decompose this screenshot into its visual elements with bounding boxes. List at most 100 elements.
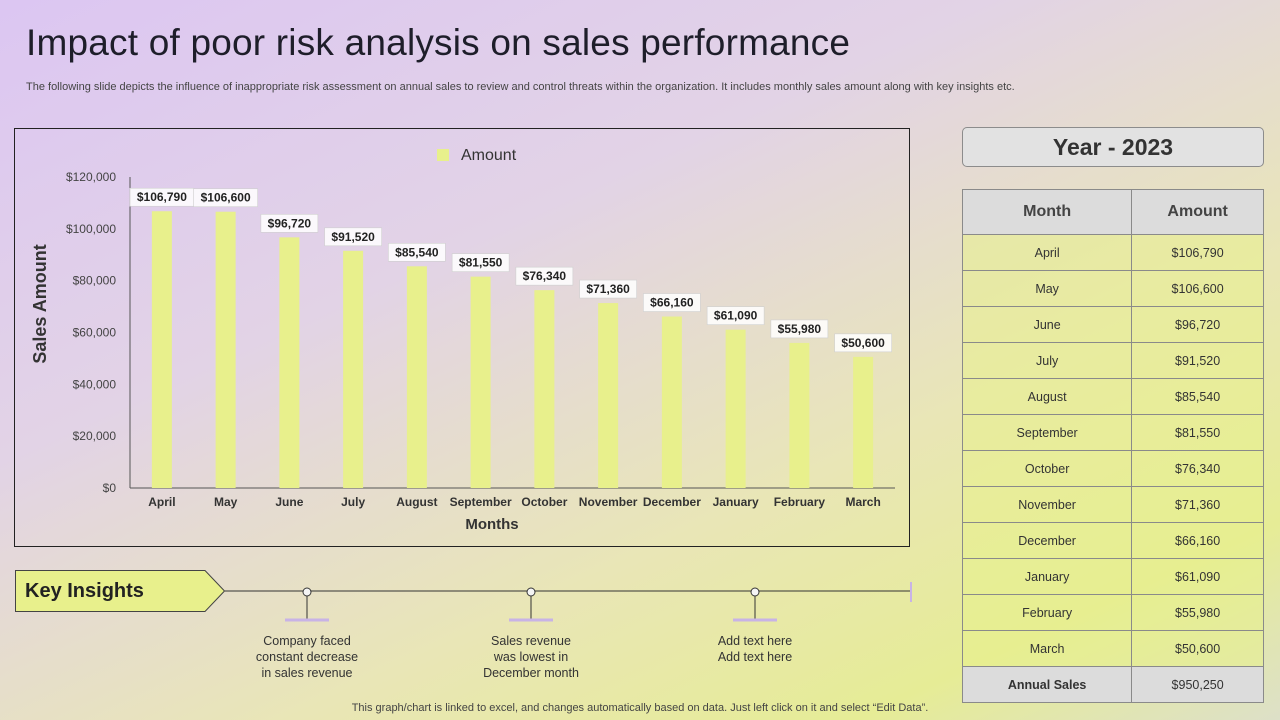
- y-axis-label: Sales Amount: [30, 244, 50, 363]
- bar-march[interactable]: [853, 356, 874, 488]
- x-tick-label: July: [341, 495, 365, 509]
- data-label-box: [388, 243, 446, 262]
- month-cell: July: [961, 342, 1133, 379]
- data-label-box: [324, 227, 382, 247]
- legend-label: Amount: [461, 147, 517, 164]
- table-header-row: Month Amount: [961, 189, 1264, 235]
- annual-sales-label: Annual Sales: [961, 666, 1133, 703]
- annual-sales-value: $950,250: [1131, 666, 1264, 703]
- data-label: $55,980: [778, 322, 822, 336]
- x-tick-label: April: [148, 495, 175, 509]
- bar-april[interactable]: [151, 211, 172, 489]
- data-label: $85,540: [395, 245, 439, 259]
- bar-february[interactable]: [789, 342, 810, 488]
- data-label: $96,720: [268, 216, 312, 230]
- table-row: April $106,790: [961, 234, 1264, 271]
- data-label-box: [770, 319, 829, 339]
- key-insights-title: Key Insights: [25, 580, 144, 602]
- page-subtitle: The following slide depicts the influenc…: [26, 81, 1015, 93]
- bar-august[interactable]: [406, 266, 427, 488]
- amount-cell: $55,980: [1131, 594, 1264, 631]
- data-label: $76,340: [523, 269, 567, 283]
- amount-column-header: Amount: [1131, 189, 1264, 235]
- x-tick-label: June: [275, 495, 303, 509]
- amount-cell: $66,160: [1131, 522, 1264, 559]
- month-column-header: Month: [961, 189, 1133, 235]
- y-tick-label: $20,000: [73, 429, 117, 443]
- amount-cell: $96,720: [1131, 306, 1264, 343]
- month-cell: August: [961, 378, 1133, 415]
- table-row: August $85,540: [961, 378, 1264, 415]
- amount-cell: $71,360: [1131, 486, 1264, 523]
- month-cell: June: [961, 306, 1133, 343]
- table-row: October $76,340: [961, 450, 1264, 487]
- table-row: November $71,360: [961, 486, 1264, 523]
- insight-2: Sales revenue was lowest in December mon…: [483, 634, 579, 680]
- data-label-box: [706, 306, 765, 325]
- bar-january[interactable]: [725, 329, 746, 488]
- bar-july[interactable]: [343, 250, 364, 488]
- bar-november[interactable]: [598, 303, 619, 488]
- x-tick-label: August: [396, 495, 437, 509]
- month-cell: February: [961, 594, 1133, 631]
- data-label: $71,360: [586, 282, 630, 296]
- amount-cell: $106,600: [1131, 270, 1264, 307]
- key-insights-badge: Key Insights: [15, 570, 225, 612]
- data-label-box: [643, 293, 701, 312]
- table-row: February $55,980: [961, 594, 1264, 631]
- y-tick-label: $0: [103, 481, 117, 495]
- y-tick-label: $60,000: [73, 326, 117, 340]
- table-row: June $96,720: [961, 306, 1264, 343]
- x-tick-label: December: [643, 495, 701, 509]
- bar-september[interactable]: [470, 276, 491, 488]
- chart-canvas: Amount Sales Amount Months $0 $20,000 $40,…: [30, 147, 895, 533]
- x-tick-label: November: [579, 495, 638, 509]
- month-cell: November: [961, 486, 1133, 523]
- y-tick-label: $80,000: [73, 274, 117, 288]
- insight-3: Add text here Add text here: [717, 634, 793, 664]
- month-cell: September: [961, 414, 1133, 451]
- page-title: Impact of poor risk analysis on sales pe…: [26, 22, 851, 63]
- table-row: September $81,550: [961, 414, 1264, 451]
- bar-october[interactable]: [534, 290, 555, 488]
- timeline-node: [302, 587, 312, 597]
- x-tick-label: September: [450, 495, 512, 509]
- amount-cell: $61,090: [1131, 558, 1264, 595]
- data-label-box: [579, 279, 637, 299]
- amount-cell: $106,790: [1131, 234, 1264, 271]
- timeline-node: [526, 587, 536, 597]
- table-row: May $106,600: [961, 270, 1264, 307]
- amount-cell: $81,550: [1131, 414, 1264, 451]
- table-row: January $61,090: [961, 558, 1264, 595]
- data-label-box: [193, 188, 258, 208]
- data-label: $106,790: [137, 190, 187, 204]
- monthly-sales-table: Month Amount April $106,790 May $106,600 Jun…: [961, 189, 1264, 703]
- month-cell: April: [961, 234, 1133, 271]
- table-row: March $50,600: [961, 630, 1264, 667]
- bar-june[interactable]: [279, 237, 300, 488]
- amount-cell: $50,600: [1131, 630, 1264, 667]
- data-label: $66,160: [650, 296, 694, 310]
- month-cell: December: [961, 522, 1133, 559]
- x-axis-label: Months: [465, 516, 518, 533]
- data-label: $91,520: [331, 230, 375, 244]
- table-row: December $66,160: [961, 522, 1264, 559]
- year-header: Year - 2023: [962, 127, 1264, 167]
- y-tick-label: $120,000: [66, 170, 116, 184]
- annual-sales-row: Annual Sales $950,250: [961, 666, 1264, 703]
- insight-1: Company faced constant decrease in sales…: [255, 634, 359, 680]
- amount-cell: $85,540: [1131, 378, 1264, 415]
- month-cell: January: [961, 558, 1133, 595]
- bar-may[interactable]: [215, 211, 236, 488]
- timeline-node: [750, 587, 760, 597]
- bar-december[interactable]: [661, 316, 682, 488]
- chart-legend: Amount: [437, 147, 517, 164]
- month-cell: May: [961, 270, 1133, 307]
- month-cell: March: [961, 630, 1133, 667]
- sales-bar-chart[interactable]: Amount Sales Amount Months $0 $20,000 $40,…: [14, 128, 910, 547]
- x-tick-label: January: [713, 495, 759, 509]
- data-label-box: [515, 266, 574, 286]
- x-tick-label: February: [774, 495, 826, 509]
- data-label: $50,600: [841, 336, 885, 350]
- y-tick-label: $40,000: [73, 377, 117, 391]
